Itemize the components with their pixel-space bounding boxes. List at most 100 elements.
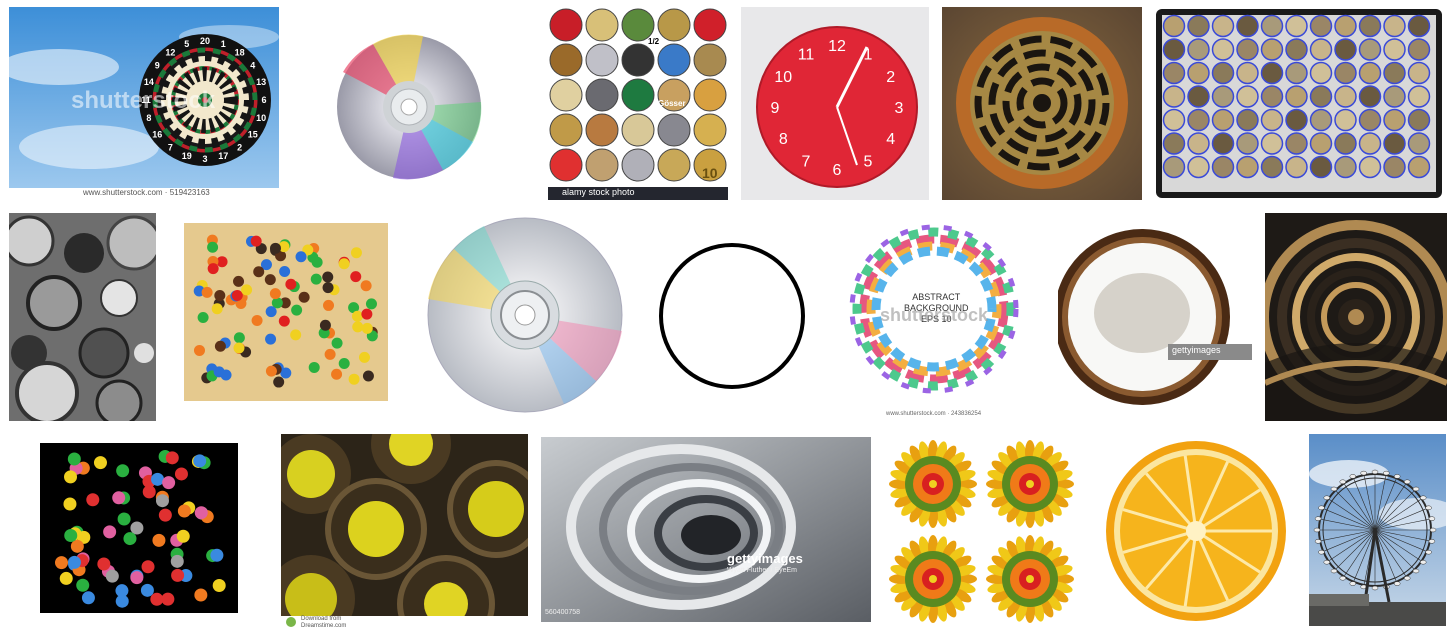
image-credit-caption: www.shutterstock.com · 519423163 xyxy=(83,188,210,197)
result-image-drain-grate[interactable] xyxy=(942,7,1142,200)
wheel-spoke xyxy=(1374,508,1427,531)
wheel-spoke xyxy=(1374,498,1422,531)
tray-coin xyxy=(1187,132,1210,155)
tray-coin xyxy=(1383,14,1406,38)
tray-coin xyxy=(1260,155,1284,179)
color-dot xyxy=(63,497,77,511)
color-dot xyxy=(141,560,155,574)
result-image-metal-rings[interactable]: gettyimages Wyatt Fluther / EyeEm 560400… xyxy=(541,437,871,622)
color-dot xyxy=(130,571,144,585)
wheel-capsule xyxy=(1323,495,1331,501)
alamy-caption: alamy stock photo xyxy=(562,187,635,197)
dartboard-number: 19 xyxy=(182,151,192,161)
wheel-capsule xyxy=(1371,469,1379,475)
candy xyxy=(331,337,343,349)
result-image-coconut[interactable]: gettyimages xyxy=(1058,213,1252,421)
coin xyxy=(693,43,727,77)
wheel-spoke xyxy=(1320,529,1376,542)
wheel-spoke xyxy=(1374,478,1397,531)
result-image-ring[interactable] xyxy=(656,240,808,392)
color-dot xyxy=(174,467,188,481)
color-dot xyxy=(115,594,129,608)
wheel-spoke xyxy=(1374,475,1387,531)
coin xyxy=(693,78,727,112)
tray-coin xyxy=(1309,14,1333,38)
result-image-colored-dots[interactable] xyxy=(40,443,238,613)
tray-coin xyxy=(1162,85,1186,108)
candy xyxy=(279,265,291,277)
tray-coin xyxy=(1407,108,1431,132)
dartboard-number: 2 xyxy=(237,143,242,153)
orange-segment-line xyxy=(1183,455,1198,532)
result-image-sunflower-mandalas[interactable] xyxy=(888,434,1078,630)
tray-coin xyxy=(1334,14,1357,38)
coin xyxy=(549,148,583,182)
color-dot xyxy=(67,452,81,466)
wheel-spoke xyxy=(1323,529,1376,552)
result-image-cans-lids[interactable] xyxy=(9,213,156,421)
result-image-cd-disc[interactable] xyxy=(333,32,485,182)
result-image-red-clock[interactable]: 12 1 2 3 4 5 6 7 8 9 10 11 xyxy=(741,7,929,200)
ring-image xyxy=(656,240,808,392)
color-dot xyxy=(170,554,184,568)
candy xyxy=(265,306,277,318)
candy xyxy=(290,329,302,341)
tray-coin xyxy=(1358,38,1382,61)
tray-coin xyxy=(1187,61,1210,85)
candy xyxy=(201,286,213,298)
candy xyxy=(358,351,370,363)
result-image-dartboard[interactable]: 20 1 18 4 13 6 10 15 2 17 3 19 7 16 8 11 14 9 12 5 shutters… xyxy=(9,7,279,200)
result-image-gold-arches[interactable] xyxy=(1265,213,1447,421)
color-dot xyxy=(55,556,69,570)
result-image-orange-slice[interactable] xyxy=(1103,438,1289,624)
result-image-abstract-background[interactable]: ABSTRACT BACKGROUND EPS 10 shutterstock … xyxy=(836,213,1036,421)
tray-coin xyxy=(1260,85,1284,108)
color-dot xyxy=(212,578,226,592)
color-dot xyxy=(130,521,144,535)
wheel-spoke xyxy=(1353,478,1376,531)
candy xyxy=(260,259,272,271)
drain-grate-image xyxy=(942,7,1142,200)
color-dot xyxy=(86,493,100,507)
candy xyxy=(310,273,322,285)
orange-slice-image xyxy=(1103,438,1289,624)
coin xyxy=(621,148,655,182)
orange-segment-line xyxy=(1195,488,1261,533)
coin xyxy=(585,8,619,42)
clock-number: 11 xyxy=(798,46,815,63)
color-dot xyxy=(152,533,166,547)
wheel-spoke xyxy=(1353,529,1376,582)
wheel-spoke xyxy=(1374,529,1407,577)
wheel-spoke xyxy=(1328,498,1376,531)
color-dot xyxy=(140,583,154,597)
coin-label-half: 1/2 xyxy=(648,37,660,46)
abstract-background-image xyxy=(836,213,1036,421)
candy xyxy=(338,258,350,270)
candy xyxy=(350,247,362,259)
result-image-coins-collage[interactable]: alamy stock photo 1/2 Gösser 10 xyxy=(548,7,728,200)
coin xyxy=(657,148,691,182)
tray-coin xyxy=(1309,155,1333,179)
orange-segment-line xyxy=(1194,461,1229,532)
result-image-candy[interactable] xyxy=(184,223,388,401)
result-image-ferris-wheel[interactable] xyxy=(1309,434,1446,626)
wheel-capsule xyxy=(1428,539,1436,544)
tray-coin xyxy=(1285,108,1308,132)
result-image-cd-disc-large[interactable] xyxy=(424,214,626,416)
wheel-capsule xyxy=(1360,470,1367,476)
tray-coin xyxy=(1383,132,1406,155)
wheel-spoke xyxy=(1374,518,1430,531)
coin xyxy=(549,8,583,42)
result-image-coin-tray[interactable] xyxy=(1156,7,1442,200)
candy xyxy=(269,288,281,300)
ferris-wheel-image xyxy=(1309,434,1446,626)
tray-coin xyxy=(1334,38,1357,61)
candy xyxy=(280,367,292,379)
dartboard-number: 11 xyxy=(141,95,151,105)
clock-number: 10 xyxy=(774,69,792,86)
result-image-yellow-speakers[interactable]: Download from Dreamstime.com xyxy=(281,434,528,630)
wheel-capsule xyxy=(1339,479,1347,485)
dartboard-number: 15 xyxy=(248,130,258,140)
color-dot xyxy=(105,569,119,583)
color-dot xyxy=(67,555,81,569)
